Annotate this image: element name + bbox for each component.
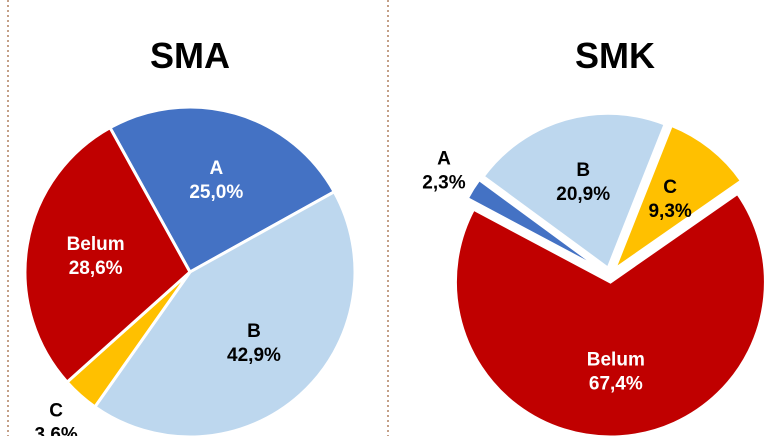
pie-slice [465,177,605,273]
pie-slice [481,111,668,271]
slice-value-label: 28,6% [69,258,123,279]
slice-value-label: 25,0% [189,182,243,203]
slice-value-label: 9,3% [648,201,691,222]
chart-title: SMK [575,35,655,76]
slice-value-label: 20,9% [556,184,610,205]
slice-category: A [209,158,223,179]
pie-slice [92,189,357,436]
pie-slice [107,105,337,275]
slice-category: B [576,160,590,181]
slice-value-label: 67,4% [589,374,643,395]
slice-category: B [247,321,261,342]
chart-title: SMA [150,35,230,76]
slice-value-label: 2,3% [422,173,465,194]
slice-category: C [49,400,63,421]
pie-slice [453,191,767,436]
pie-slice [611,123,744,274]
slice-value-label: 3,6% [35,424,78,436]
slice-value-label: 42,9% [227,345,281,366]
slice-category: Belum [587,350,645,371]
pie-slice [23,125,192,385]
slice-category: C [663,177,677,198]
slice-category: A [437,149,451,170]
slice-category: Belum [67,234,125,255]
